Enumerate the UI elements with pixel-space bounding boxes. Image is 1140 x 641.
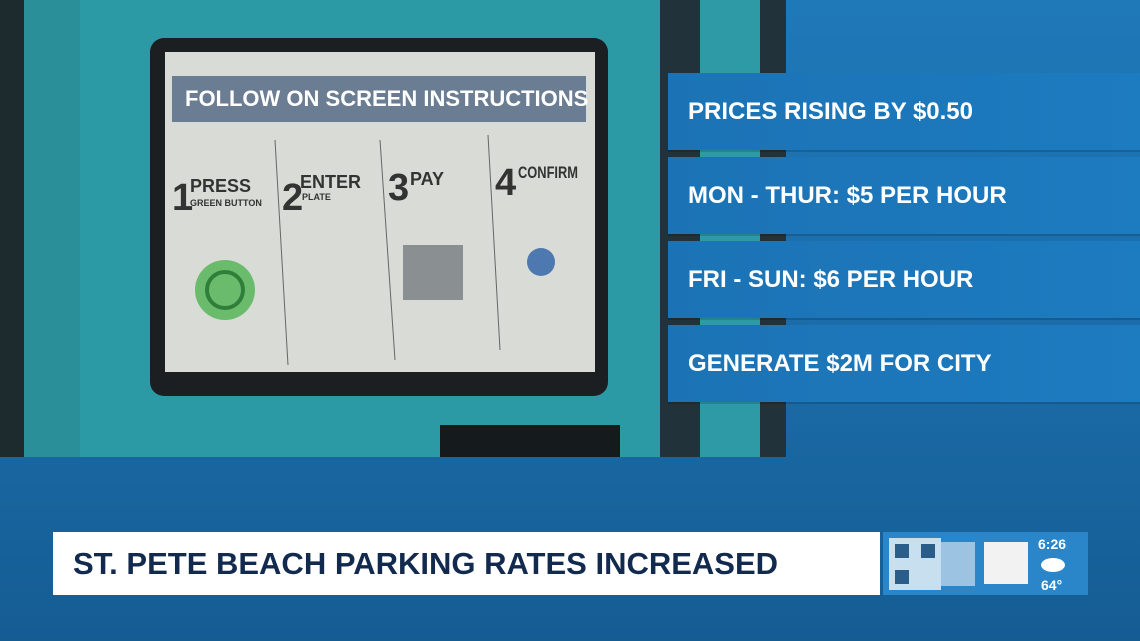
step-1: 1 PRESS GREEN BUTTON <box>172 176 262 320</box>
step-label: PAY <box>410 169 444 189</box>
headline: ST. PETE BEACH PARKING RATES INCREASED <box>53 532 880 595</box>
bullet: FRI - SUN: $6 PER HOUR <box>668 241 1140 318</box>
step-label: CONFIRM <box>518 163 578 182</box>
step-number: 4 <box>495 162 516 204</box>
temperature: 64° <box>1041 577 1063 593</box>
station-bug: 6:26 64° <box>883 532 1088 595</box>
bug-graphics <box>889 538 1065 590</box>
bullet: PRICES RISING BY $0.50 <box>668 73 1140 150</box>
step-2: 2 ENTER PLATE <box>282 172 361 219</box>
bullet: MON - THUR: $5 PER HOUR <box>668 157 1140 234</box>
time: 6:26 <box>1038 536 1067 552</box>
screen-title: FOLLOW ON SCREEN INSTRUCTIONS <box>185 86 588 111</box>
step-sublabel: GREEN BUTTON <box>190 198 262 208</box>
step-4: 4 CONFIRM <box>495 162 578 276</box>
step-sublabel: PLATE <box>302 192 331 202</box>
step-number: 2 <box>282 177 303 219</box>
step-label: ENTER <box>300 172 361 192</box>
step-label: PRESS <box>190 176 251 196</box>
step-number: 1 <box>172 177 193 219</box>
step-number: 3 <box>388 167 409 209</box>
step-3: 3 PAY <box>388 167 463 300</box>
bullet: GENERATE $2M FOR CITY <box>668 325 1140 402</box>
